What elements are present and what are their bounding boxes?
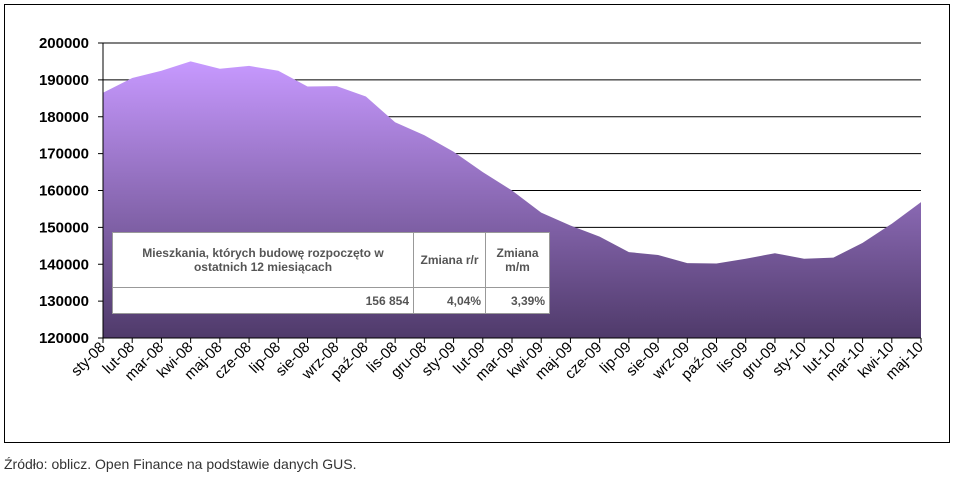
x-tick-label: sty-09 bbox=[418, 339, 459, 380]
y-tick-label: 130000 bbox=[39, 293, 89, 310]
y-tick-label: 160000 bbox=[39, 183, 89, 200]
y-tick-label: 200000 bbox=[39, 35, 89, 52]
summary-header-yoy: Zmiana r/r bbox=[413, 231, 486, 289]
x-axis: sty-08lut-08mar-08kwi-08maj-08cze-08lip-… bbox=[68, 337, 927, 384]
y-axis: 120000 130000 140000 150000 160000 170000 1800… bbox=[39, 35, 104, 347]
y-tick-label: 140000 bbox=[39, 256, 89, 273]
summary-value-row: 156 854 4,04% 3,39% bbox=[112, 287, 550, 314]
summary-header-count: Mieszkania, których budowę rozpoczęto w … bbox=[112, 231, 414, 289]
y-tick-label: 190000 bbox=[39, 72, 89, 89]
y-tick-label: 180000 bbox=[39, 109, 89, 126]
summary-value-count: 156 854 bbox=[112, 287, 414, 314]
source-note: Źródło: oblicz. Open Finance na podstawi… bbox=[4, 456, 357, 472]
summary-header-row: Mieszkania, których budowę rozpoczęto w … bbox=[112, 231, 550, 289]
y-tick-label: 120000 bbox=[39, 330, 89, 347]
summary-table: Mieszkania, których budowę rozpoczęto w … bbox=[112, 231, 550, 314]
y-tick-label: 170000 bbox=[39, 146, 89, 163]
y-tick-label: 150000 bbox=[39, 219, 89, 236]
x-tick-label: sty-10 bbox=[769, 339, 810, 380]
summary-value-mom: 3,39% bbox=[485, 287, 550, 314]
summary-header-mom: Zmiana m/m bbox=[485, 231, 550, 289]
summary-value-yoy: 4,04% bbox=[413, 287, 486, 314]
